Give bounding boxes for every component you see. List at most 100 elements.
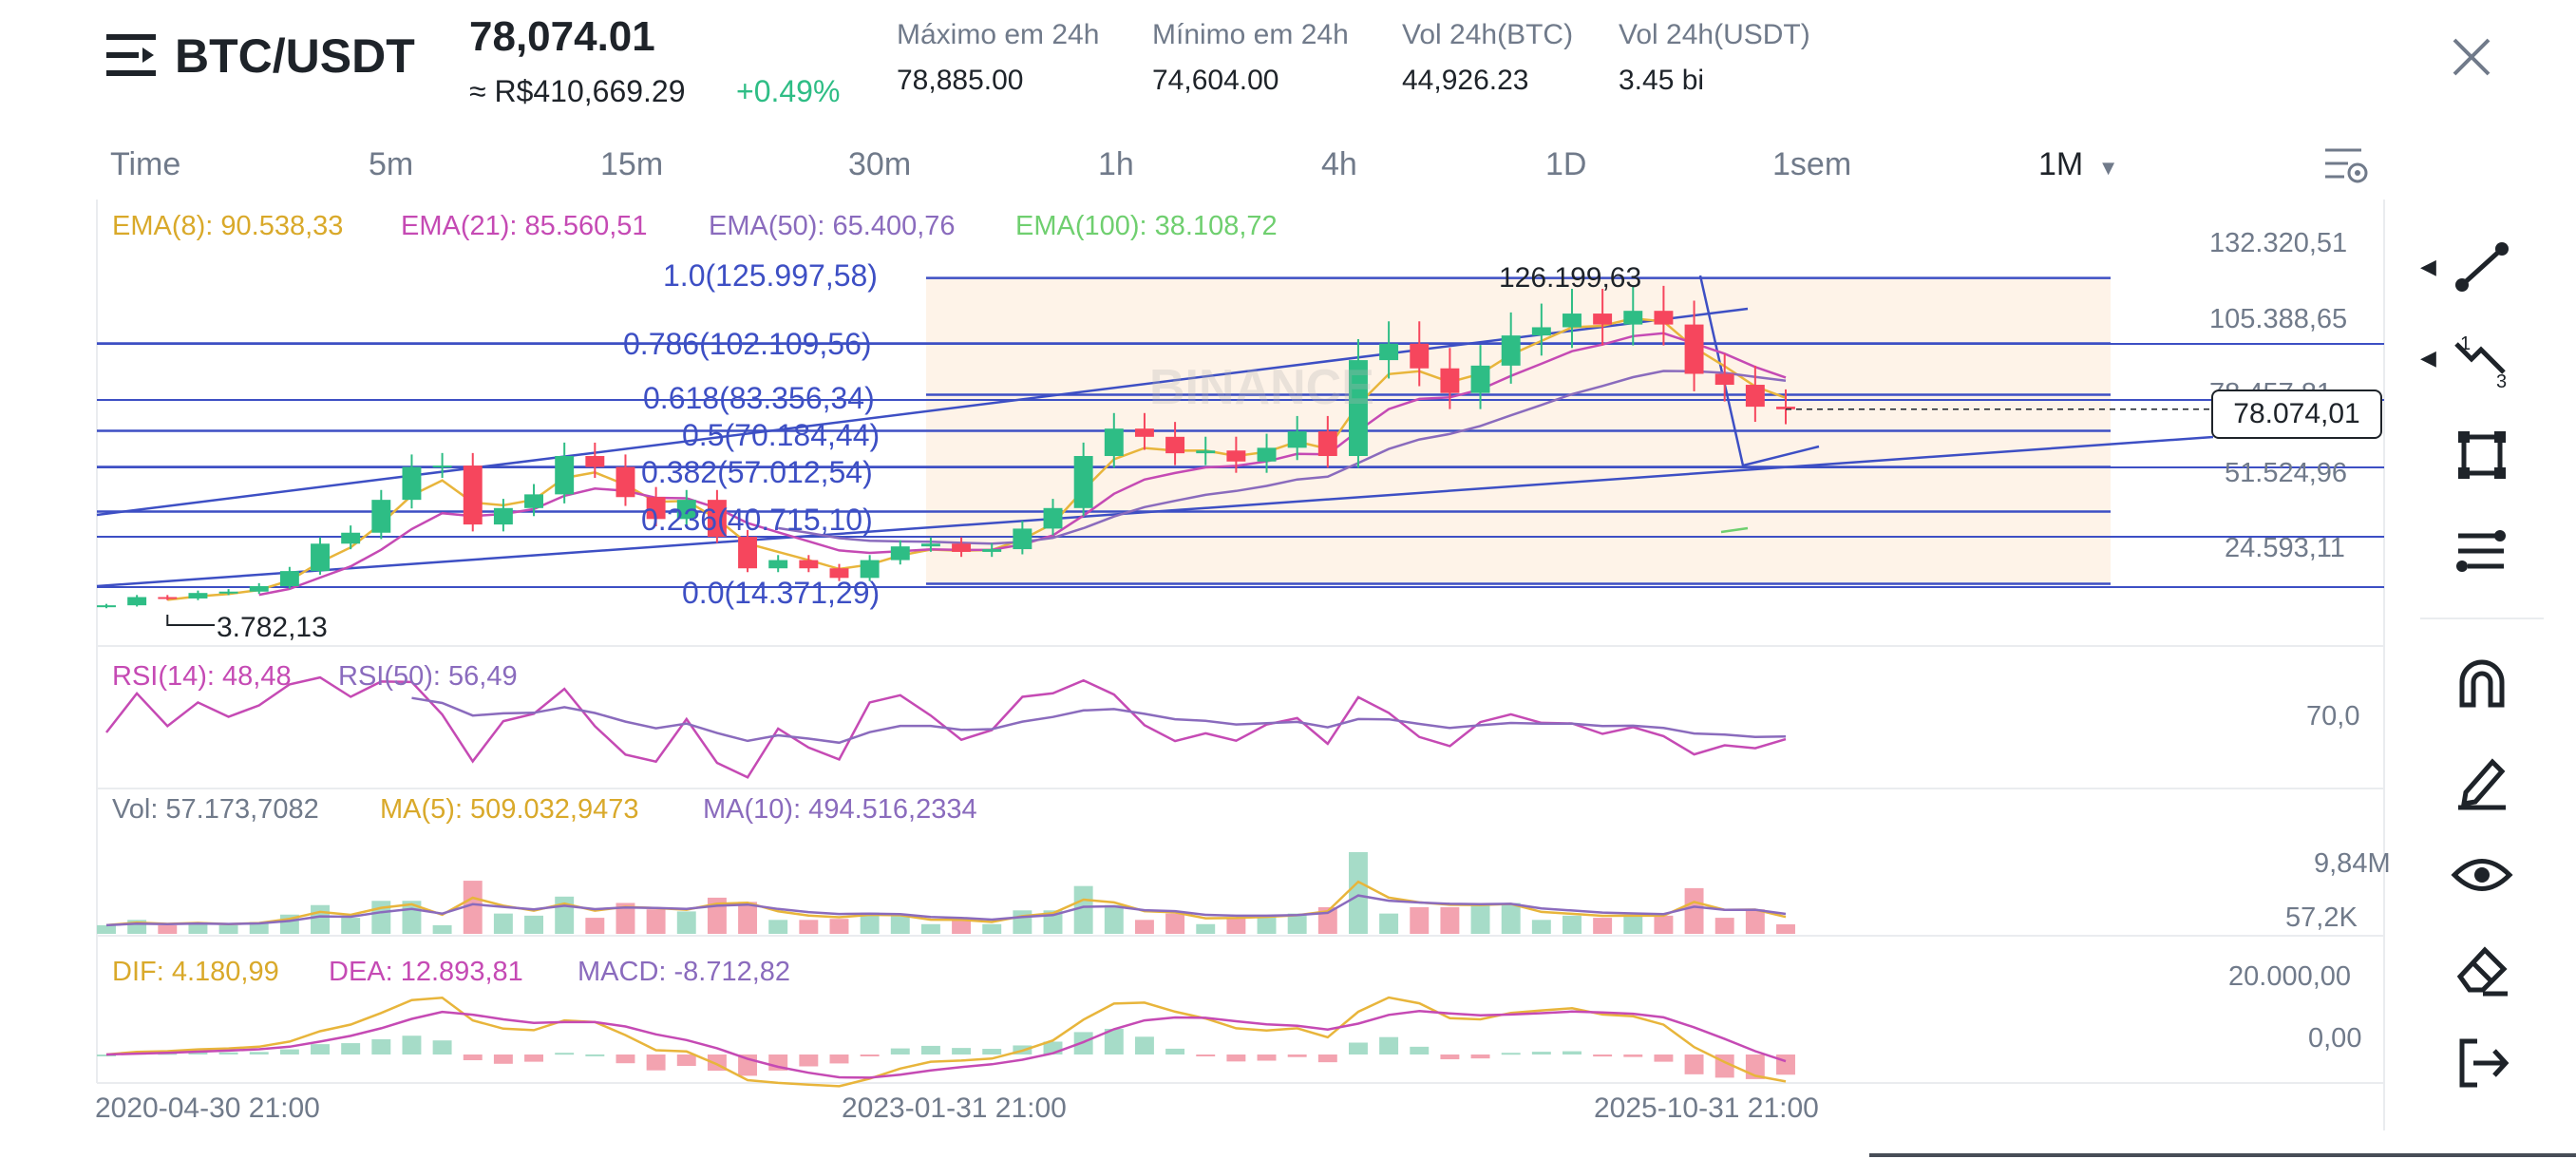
candle-body	[738, 537, 758, 569]
volume-bar	[585, 918, 605, 934]
macd-bar	[1165, 1048, 1185, 1054]
magnet-icon[interactable]	[2449, 652, 2515, 718]
rsi-tick-70: 70,0	[2306, 701, 2360, 732]
macd-bar	[218, 1052, 238, 1054]
macd-bar	[249, 1052, 269, 1054]
eraser-icon[interactable]	[2449, 935, 2515, 1001]
stat-volusdt-label: Vol 24h(USDT)	[1619, 19, 1810, 50]
volume-bar	[1073, 885, 1093, 934]
vol-legend: Vol: 57.173,7082	[112, 794, 319, 825]
bottom-scroll-indicator[interactable]	[1869, 1153, 2576, 1157]
x-tick-3: 2025-10-31 21:00	[1594, 1092, 1819, 1124]
candle-body	[646, 497, 666, 520]
macd-bar	[311, 1044, 330, 1054]
macd-bar	[1470, 1054, 1490, 1059]
tab-time[interactable]: Time	[110, 146, 181, 182]
macd-bar	[188, 1052, 208, 1054]
close-icon[interactable]	[2451, 36, 2492, 78]
rsi50-legend: RSI(50): 56,49	[338, 661, 518, 692]
candle-body	[1745, 385, 1765, 408]
eye-icon[interactable]	[2449, 842, 2515, 908]
macd-bar	[890, 1048, 910, 1054]
macd-tick-2: 0,00	[2308, 1023, 2362, 1054]
volume-bar	[1776, 923, 1795, 934]
expand-arrow-icon-2[interactable]: ◀	[2420, 346, 2436, 370]
drawing-wedge	[1698, 275, 1820, 467]
ema100-line	[1720, 526, 1749, 534]
candle-body	[1043, 507, 1063, 529]
candle-body	[371, 500, 391, 533]
candle-body	[982, 549, 1002, 552]
exit-icon[interactable]	[2449, 1030, 2515, 1096]
volume-bar	[1623, 915, 1643, 934]
volume-bar	[982, 923, 1002, 934]
volume-bar	[616, 902, 635, 934]
candle-body	[1714, 373, 1734, 386]
candle-body	[860, 560, 880, 579]
volume-bar	[158, 924, 178, 934]
candle-body	[616, 466, 635, 498]
tab-4h[interactable]: 4h	[1321, 146, 1357, 182]
tab-30m[interactable]: 30m	[848, 146, 912, 182]
tab-1w[interactable]: 1sem	[1772, 146, 1852, 182]
vol-tick-1: 9,84M	[2314, 848, 2391, 879]
macd-bar	[1410, 1046, 1430, 1054]
volume-bar	[463, 881, 483, 934]
menu-icon[interactable]	[106, 34, 156, 76]
candle-body	[311, 543, 330, 572]
chart-settings-icon[interactable]	[2323, 144, 2369, 186]
tab-5m[interactable]: 5m	[369, 146, 414, 182]
expand-arrow-icon[interactable]: ◀	[2420, 255, 2436, 278]
candle-body	[524, 494, 544, 508]
stat-low-value: 74,604.00	[1152, 65, 1279, 96]
candle-body	[1317, 431, 1337, 457]
candle-body	[890, 546, 910, 560]
macd-bar	[1226, 1054, 1246, 1062]
svg-text:1: 1	[2460, 333, 2471, 354]
tab-1h[interactable]: 1h	[1098, 146, 1134, 182]
macd-bar	[555, 1053, 575, 1055]
macd-bar	[952, 1048, 972, 1054]
tab-1d[interactable]: 1D	[1545, 146, 1587, 182]
vol-tick-2: 57,2K	[2285, 902, 2358, 933]
rsi50-line	[411, 696, 1787, 745]
stat-high-value: 78,885.00	[897, 65, 1024, 96]
stat-high-label: Máximo em 24h	[897, 19, 1100, 50]
volume-bar	[676, 911, 696, 934]
pair-title[interactable]: BTC/USDT	[175, 29, 415, 83]
chevron-down-icon: ▼	[2097, 156, 2119, 180]
volume-bar	[1501, 902, 1521, 934]
price-tick-5: 24.593,11	[2225, 533, 2345, 563]
pencil-icon[interactable]	[2449, 747, 2515, 813]
candle-body	[555, 456, 575, 495]
volume-bar	[1684, 887, 1704, 934]
last-price: 78,074.01	[469, 13, 655, 60]
candle-body	[1073, 456, 1093, 508]
candle-body	[1379, 343, 1399, 361]
indicator-icon[interactable]	[2449, 519, 2515, 585]
stat-volusdt-value: 3.45 bi	[1619, 65, 1705, 96]
tab-1m-selected[interactable]: 1M ▼	[2038, 146, 2118, 183]
trendline-icon[interactable]	[2449, 234, 2515, 300]
macd-legend: MACD: -8.712,82	[578, 957, 791, 987]
candle-body	[952, 543, 972, 552]
ema50-legend: EMA(50): 65.400,76	[709, 211, 956, 241]
macd-bar	[1348, 1042, 1368, 1054]
stat-volbtc-value: 44,926.23	[1402, 65, 1529, 96]
shape-icon[interactable]	[2449, 422, 2515, 488]
volume-bar	[493, 913, 513, 934]
candle-body	[158, 597, 178, 599]
tab-1m-label: 1M	[2038, 146, 2084, 182]
candle-body	[188, 593, 208, 598]
macd-bar	[1257, 1054, 1277, 1061]
volume-bar	[1287, 913, 1307, 934]
macd-bar	[463, 1054, 483, 1061]
candle-body	[829, 568, 849, 579]
volume-bar	[768, 920, 788, 934]
volume-bar	[890, 915, 910, 934]
tab-15m[interactable]: 15m	[600, 146, 664, 182]
candle-body	[1196, 450, 1216, 454]
macd-bar	[1379, 1036, 1399, 1054]
